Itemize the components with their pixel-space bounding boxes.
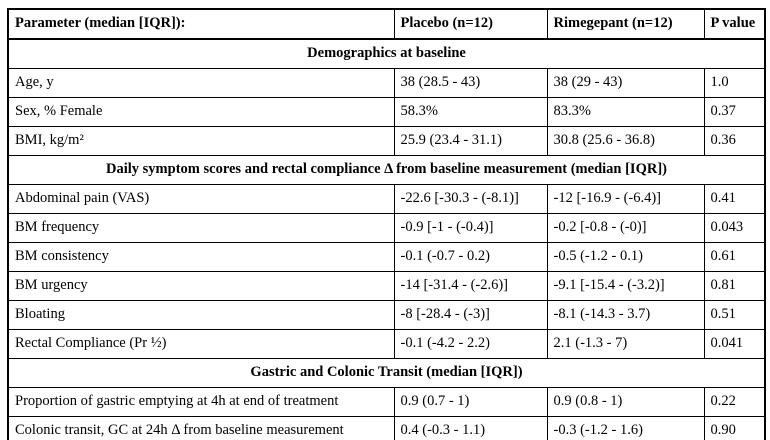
cell-rimegepant: 0.9 (0.8 - 1) (546, 387, 705, 417)
cell-parameter: BMI, kg/m² (7, 126, 395, 156)
section-row-symptom-scores: Daily symptom scores and rectal complian… (7, 155, 766, 185)
table-row-bm-consistency: BM consistency -0.1 (-0.7 - 0.2) -0.5 (-… (7, 242, 766, 272)
cell-parameter: Bloating (7, 300, 395, 330)
section-row-transit: Gastric and Colonic Transit (median [IQR… (7, 358, 766, 388)
table-row-bloating: Bloating -8 [-28.4 - (-3)] -8.1 (-14.3 -… (7, 300, 766, 330)
cell-parameter: BM frequency (7, 213, 395, 243)
cell-rimegepant: -12 [-16.9 - (-6.4)] (546, 184, 705, 214)
cell-pvalue: 0.61 (703, 242, 766, 272)
cell-parameter: Proportion of gastric emptying at 4h at … (7, 387, 395, 417)
table-row-colonic-transit: Colonic transit, GC at 24h Δ from baseli… (7, 416, 766, 440)
cell-parameter: BM consistency (7, 242, 395, 272)
cell-placebo: -8 [-28.4 - (-3)] (393, 300, 548, 330)
cell-placebo: 25.9 (23.4 - 31.1) (393, 126, 548, 156)
col-header-placebo: Placebo (n=12) (393, 8, 548, 40)
cell-placebo: -0.1 (-4.2 - 2.2) (393, 329, 548, 359)
cell-parameter: Abdominal pain (VAS) (7, 184, 395, 214)
section-label: Daily symptom scores and rectal complian… (7, 155, 766, 185)
cell-placebo: 58.3% (393, 97, 548, 127)
cell-parameter: Sex, % Female (7, 97, 395, 127)
cell-rimegepant: -0.5 (-1.2 - 0.1) (546, 242, 705, 272)
table-row-bm-frequency: BM frequency -0.9 [-1 - (-0.4)] -0.2 [-0… (7, 213, 766, 243)
section-row-demographics: Demographics at baseline (7, 38, 766, 69)
header-row: Parameter (median [IQR]): Placebo (n=12)… (7, 8, 766, 40)
cell-placebo: -0.1 (-0.7 - 0.2) (393, 242, 548, 272)
cell-rimegepant: -0.2 [-0.8 - (-0)] (546, 213, 705, 243)
clinical-results-table: Parameter (median [IQR]): Placebo (n=12)… (7, 8, 766, 440)
table-row-age: Age, y 38 (28.5 - 43) 38 (29 - 43) 1.0 (7, 68, 766, 98)
table-row-bm-urgency: BM urgency -14 [-31.4 - (-2.6)] -9.1 [-1… (7, 271, 766, 301)
cell-rimegepant: 38 (29 - 43) (546, 68, 705, 98)
table-row-rectal-compliance: Rectal Compliance (Pr ½) -0.1 (-4.2 - 2.… (7, 329, 766, 359)
section-label: Gastric and Colonic Transit (median [IQR… (7, 358, 766, 388)
table-row-bmi: BMI, kg/m² 25.9 (23.4 - 31.1) 30.8 (25.6… (7, 126, 766, 156)
cell-pvalue: 0.81 (703, 271, 766, 301)
table-row-gastric-emptying: Proportion of gastric emptying at 4h at … (7, 387, 766, 417)
cell-placebo: -0.9 [-1 - (-0.4)] (393, 213, 548, 243)
cell-rimegepant: 83.3% (546, 97, 705, 127)
cell-parameter: Colonic transit, GC at 24h Δ from baseli… (7, 416, 395, 440)
col-header-pvalue: P value (703, 8, 766, 40)
cell-pvalue: 0.041 (703, 329, 766, 359)
col-header-rimegepant: Rimegepant (n=12) (546, 8, 705, 40)
cell-rimegepant: 2.1 (-1.3 - 7) (546, 329, 705, 359)
cell-rimegepant: -8.1 (-14.3 - 3.7) (546, 300, 705, 330)
cell-pvalue: 0.043 (703, 213, 766, 243)
cell-placebo: 38 (28.5 - 43) (393, 68, 548, 98)
cell-placebo: 0.4 (-0.3 - 1.1) (393, 416, 548, 440)
cell-rimegepant: -0.3 (-1.2 - 1.6) (546, 416, 705, 440)
cell-pvalue: 0.22 (703, 387, 766, 417)
col-header-parameter: Parameter (median [IQR]): (7, 8, 395, 40)
cell-pvalue: 0.51 (703, 300, 766, 330)
cell-rimegepant: -9.1 [-15.4 - (-3.2)] (546, 271, 705, 301)
cell-parameter: Rectal Compliance (Pr ½) (7, 329, 395, 359)
cell-pvalue: 0.41 (703, 184, 766, 214)
cell-placebo: -14 [-31.4 - (-2.6)] (393, 271, 548, 301)
table-row-sex: Sex, % Female 58.3% 83.3% 0.37 (7, 97, 766, 127)
cell-pvalue: 0.90 (703, 416, 766, 440)
table-row-abdominal-pain: Abdominal pain (VAS) -22.6 [-30.3 - (-8.… (7, 184, 766, 214)
cell-placebo: -22.6 [-30.3 - (-8.1)] (393, 184, 548, 214)
cell-pvalue: 0.36 (703, 126, 766, 156)
section-label: Demographics at baseline (7, 38, 766, 69)
cell-parameter: BM urgency (7, 271, 395, 301)
cell-rimegepant: 30.8 (25.6 - 36.8) (546, 126, 705, 156)
cell-placebo: 0.9 (0.7 - 1) (393, 387, 548, 417)
cell-parameter: Age, y (7, 68, 395, 98)
cell-pvalue: 1.0 (703, 68, 766, 98)
cell-pvalue: 0.37 (703, 97, 766, 127)
